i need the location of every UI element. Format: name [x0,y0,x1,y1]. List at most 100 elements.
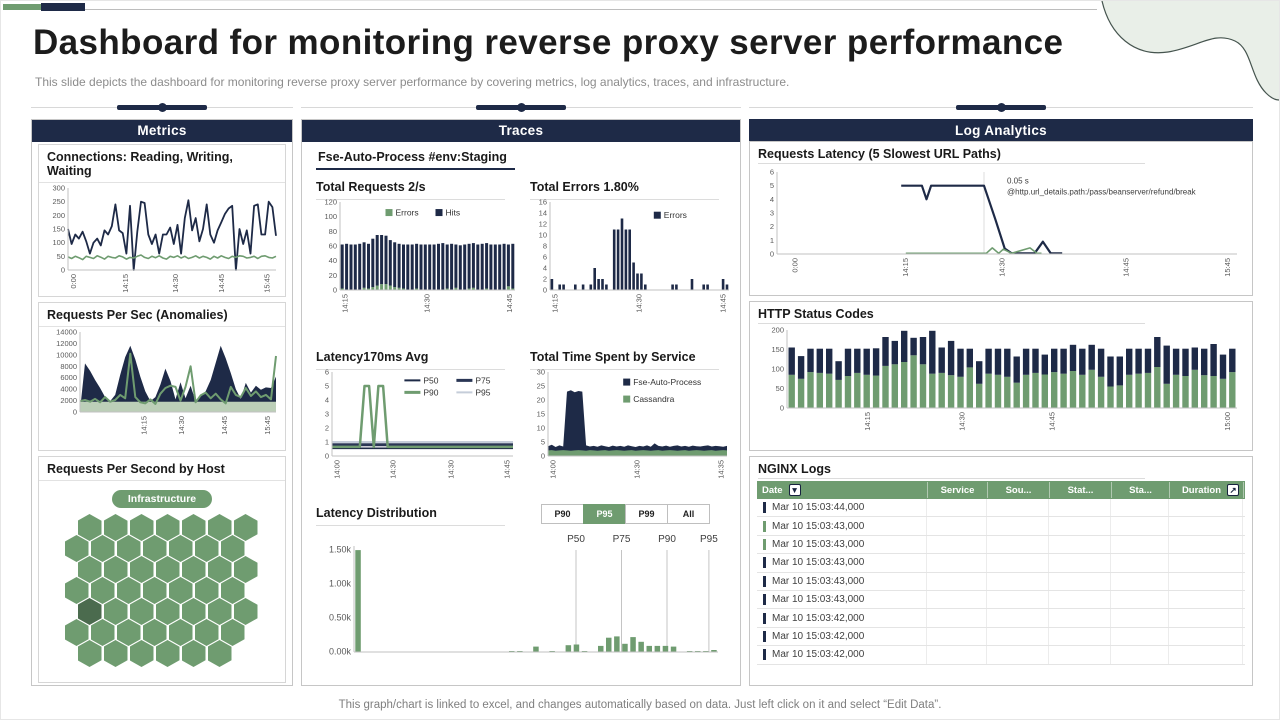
row-status-tick [763,594,766,606]
svg-text:14:30: 14:30 [633,460,642,479]
svg-text:14: 14 [539,209,547,218]
cell [1049,499,1111,517]
card-requests-by-host: Requests Per Second by Host Infrastructu… [38,456,286,683]
divider-dot [516,103,526,112]
latency-distribution-chart: P50 P75 P90 P95 0.00k 0.50k 1.00k 1.50k [316,530,728,662]
table-row[interactable]: Mar 10 15:03:43,000 [757,572,1245,591]
table-row[interactable]: Mar 10 15:03:43,000 [757,535,1245,555]
total-requests-title: Total Requests 2/s [316,180,426,194]
filter-button-all[interactable]: All [667,504,710,524]
filter-button-p95[interactable]: P95 [583,504,626,524]
svg-text:P90: P90 [423,387,438,397]
hex-cell [129,640,154,667]
hex-cell [77,514,102,541]
date-cell: Mar 10 15:03:43,000 [757,517,927,535]
hex-cell [233,598,258,625]
hex-cell [103,514,128,541]
svg-text:14:30: 14:30 [997,258,1006,277]
svg-text:12: 12 [539,220,547,229]
svg-text:14:45: 14:45 [719,294,728,313]
table-row[interactable]: Mar 10 15:03:44,000 [757,499,1245,518]
requests-latency-chart: 0 1 2 3 4 5 6 0:00 14:15 14:30 14:45 15:45 0.05 s @ht… [757,166,1245,292]
hex-cell [168,535,193,562]
cell [1049,646,1111,664]
page-title: Dashboard for monitoring reverse proxy s… [33,23,1064,62]
latency-avg-chart: 0 1 2 3 4 5 6 14:00 14:30 14:30 14:45 P50 P75 P90 P95 [316,368,521,488]
svg-text:14:30: 14:30 [423,294,432,313]
svg-text:5: 5 [541,438,545,447]
svg-text:14:30: 14:30 [958,412,967,431]
svg-text:0.00k: 0.00k [329,647,352,657]
svg-text:0: 0 [541,452,545,461]
cell [1169,609,1243,627]
cell [987,554,1049,572]
latency-filter-group: P90 P95 P99 All [541,504,710,524]
hex-cell [220,577,245,604]
filter-button-p90[interactable]: P90 [541,504,584,524]
svg-text:1.00k: 1.00k [329,579,352,589]
svg-text:14:30: 14:30 [171,274,180,293]
svg-text:14:00: 14:00 [548,460,557,479]
traces-panel-title: Traces [302,120,740,142]
svg-text:P95: P95 [475,387,490,397]
export-icon[interactable]: ↗ [1227,484,1239,496]
hex-cell [103,556,128,583]
svg-text:14:30: 14:30 [635,294,644,313]
filter-button-p99[interactable]: P99 [625,504,668,524]
sort-descending-icon[interactable]: ▼ [788,484,801,496]
svg-text:14:15: 14:15 [863,412,872,431]
table-row[interactable]: Mar 10 15:03:42,000 [757,627,1245,647]
tab-fse-auto-process[interactable]: Fse-Auto-Process #env:Staging [316,148,515,170]
cell [1049,572,1111,590]
table-row[interactable]: Mar 10 15:03:43,000 [757,517,1245,536]
header-label: Sou... [1005,484,1032,496]
divider-traces [301,102,741,113]
hex-cell [90,619,115,646]
table-row[interactable]: Mar 10 15:03:42,000 [757,609,1245,628]
svg-text:14:45: 14:45 [505,294,514,313]
table-row[interactable]: Mar 10 15:03:43,000 [757,554,1245,573]
cell [987,609,1049,627]
svg-text:5: 5 [770,181,774,190]
time-by-service-section: Total Time Spent by Service [530,348,735,370]
hex-cell [168,577,193,604]
svg-text:30: 30 [537,368,545,377]
cell [927,517,987,535]
hex-cell [233,514,258,541]
nginx-logs-title: NGINX Logs [758,462,831,476]
table-row[interactable]: Mar 10 15:03:43,000 [757,590,1245,610]
cell [987,499,1049,517]
svg-text:15:45: 15:45 [263,274,272,293]
svg-text:3: 3 [770,209,774,218]
latency-distribution-section: Latency Distribution [316,504,521,526]
total-requests-section: Total Requests 2/s [316,178,521,200]
svg-text:Errors: Errors [396,208,419,218]
header-cell-duration: Duration ↗ [1170,482,1244,498]
hex-cell [64,619,89,646]
svg-text:14:15: 14:15 [550,294,559,313]
svg-text:1.50k: 1.50k [329,545,352,555]
divider-dot [157,103,167,112]
table-row[interactable]: Mar 10 15:03:42,000 [757,646,1245,665]
cell [1111,572,1169,590]
panel-metrics: Metrics Connections: Reading, Writing, W… [31,119,293,686]
title-underline [316,525,505,526]
svg-text:100: 100 [324,212,337,221]
svg-text:1: 1 [325,438,329,447]
infrastructure-badge: Infrastructure [111,490,213,508]
top-accent-line [85,9,1097,10]
svg-text:0: 0 [325,452,329,461]
header-label: Duration [1181,484,1221,496]
hex-cell-highlight [77,598,102,625]
cell [1169,535,1243,554]
svg-text:15:45: 15:45 [263,416,272,435]
svg-text:P75: P75 [475,375,490,385]
hex-cell [64,577,89,604]
svg-text:200: 200 [771,326,784,335]
hex-cell [77,640,102,667]
svg-text:Errors: Errors [664,210,687,220]
svg-text:14:45: 14:45 [503,460,512,479]
svg-text:6: 6 [325,368,329,377]
latency-distribution-title: Latency Distribution [316,506,437,520]
hex-cell [103,598,128,625]
